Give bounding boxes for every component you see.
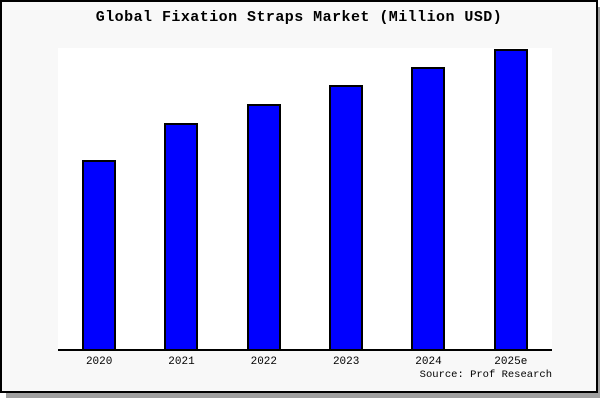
- x-tick-label-2023: 2023: [332, 356, 360, 368]
- chart-card: Global Fixation Straps Market (Million U…: [0, 0, 598, 393]
- x-tick-label-2022: 2022: [250, 356, 278, 368]
- source-note: Source: Prof Research: [419, 369, 552, 381]
- bar-slot-2022: [223, 48, 305, 349]
- plot-area: [58, 48, 552, 351]
- x-tick-label-2021: 2021: [168, 356, 195, 368]
- bars-container: [58, 48, 552, 349]
- bar-slot-2023: [305, 48, 387, 349]
- bar-2024: [411, 67, 446, 349]
- bar-2021: [164, 123, 199, 349]
- bar-slot-2021: [140, 48, 222, 349]
- bar-2025e: [493, 49, 528, 349]
- bar-slot-2024: [387, 48, 469, 349]
- bar-2020: [82, 160, 117, 349]
- chart-title: Global Fixation Straps Market (Million U…: [95, 9, 503, 26]
- bar-2023: [329, 85, 364, 349]
- x-tick-label-2020: 2020: [85, 356, 113, 368]
- bar-slot-2025e: [470, 48, 552, 349]
- x-tick-label-2024: 2024: [415, 356, 442, 368]
- bar-2022: [246, 104, 281, 349]
- x-axis-tick-labels: 2020 2021 2022 2023 2024 2025e: [58, 353, 552, 368]
- x-tick-label-2025e: 2025e: [494, 356, 528, 368]
- bar-slot-2020: [58, 48, 140, 349]
